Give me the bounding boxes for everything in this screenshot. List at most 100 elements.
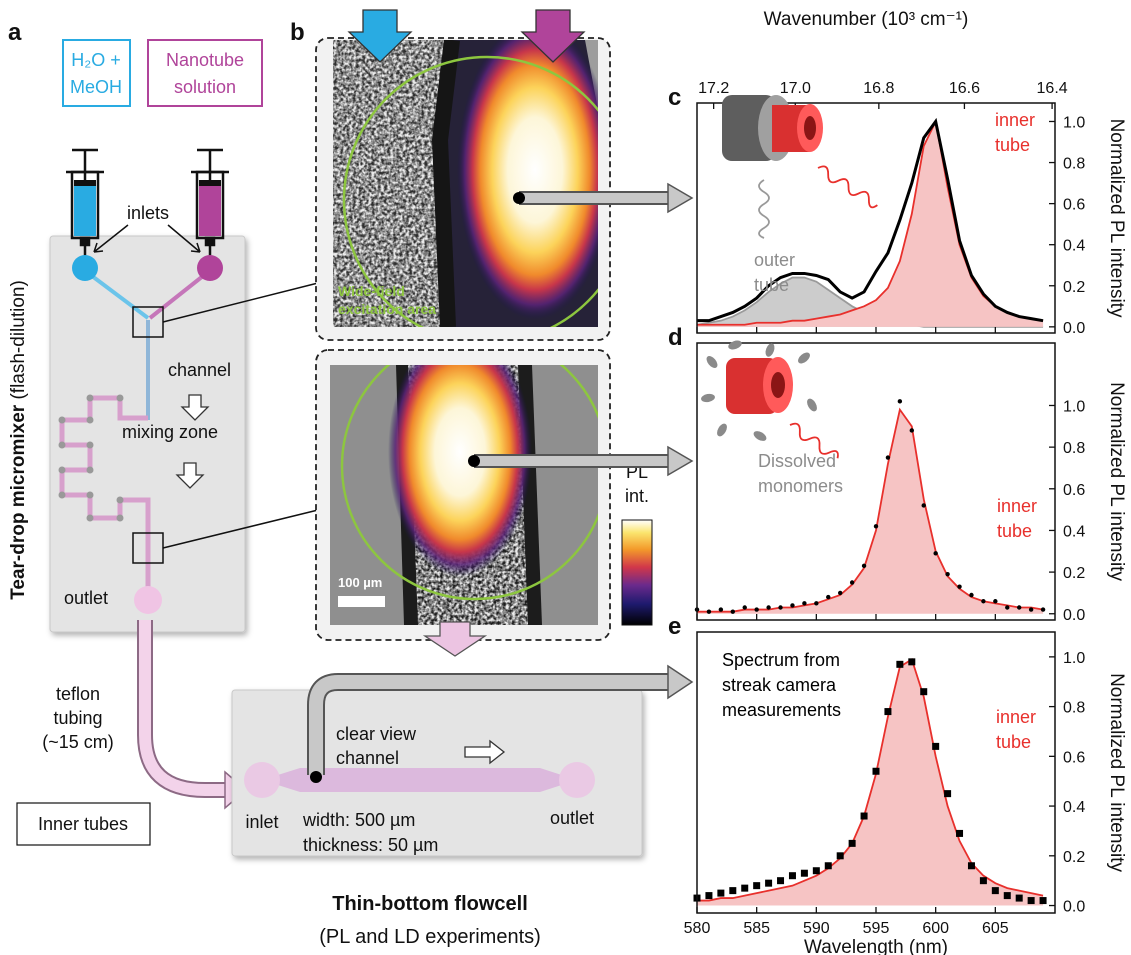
mixing-zone-label: mixing zone [122,422,218,442]
panel-label: a [8,19,22,46]
x-tick-label: 590 [803,920,830,937]
data-point [814,601,819,606]
data-point [778,605,783,610]
channel [148,274,205,320]
annotation: streak camera [722,675,837,695]
data-point [1017,605,1022,610]
data-point [705,892,713,900]
y-axis-label: Normalized PL intensity [1106,119,1127,318]
data-point [729,887,737,895]
data-point [979,877,987,885]
data-point [824,862,832,870]
y-tick-label: 0.4 [1063,523,1085,540]
data-point [981,599,986,604]
data-point [896,660,904,668]
data-point [932,742,940,750]
syringe [66,148,104,258]
x2-tick-label: 16.8 [863,80,894,97]
y-tick-label: 0.4 [1063,799,1085,816]
annotation: inner [995,110,1035,130]
x-axis-label: Wavelength (nm) [804,937,948,955]
x-tick-label: 595 [863,920,890,937]
y-tick-label: 0.0 [1063,607,1085,624]
data-point [1039,897,1047,905]
flowcell-channel [262,768,577,792]
inlet-box [147,39,263,107]
tubing-label: tubing [53,708,102,728]
data-point [706,609,712,614]
x2-tick-label: 16.6 [949,80,980,97]
fit-line [697,657,1044,902]
pointer-arrow [93,224,129,253]
data-point [945,571,950,577]
x-tick-label: 600 [922,920,949,937]
data-point [718,607,724,612]
y-tick-label: 1.0 [1063,114,1085,131]
inlet-box [62,39,131,107]
data-point [788,872,796,880]
outlet-label: outlet [64,588,108,608]
data-point [1003,892,1011,900]
data-point [933,551,938,556]
y-tick-label: 0.6 [1063,482,1085,499]
y-tick-label: 0.0 [1063,320,1085,337]
flowcell-title: Thin-bottom flowcell [332,893,528,915]
flowcell-port [244,762,280,798]
x-tick-label: 580 [684,920,711,937]
channel [90,274,150,320]
spectra: c 0.0 0.2 0.4 0.6 0.8 1.0 Normalized PL intensi… [668,9,1127,955]
chip-title-note: (flash-dilution) [8,280,29,399]
data-point [765,879,773,887]
channel-label: channel [168,360,231,380]
tube-illustration [701,340,839,459]
x2-tick-label: 17.2 [698,80,729,97]
colorbar-label: int. [625,486,649,506]
annotation: outer [754,250,795,270]
probe-spot [310,771,322,783]
annotation: measurements [722,700,841,720]
data-point [967,862,975,870]
scale-bar-label: 100 µm [338,575,382,590]
y-tick-label: 0.8 [1063,156,1085,173]
annotation: tube [996,732,1031,752]
chip-title: Tear-drop micromixer (flash-dilution) [8,280,29,600]
probe-arrowhead [667,445,694,477]
data-point [766,605,771,610]
inner-tubes-label: Inner tubes [38,814,128,834]
colorbar [621,519,653,626]
data-point [921,503,926,508]
data-point [1040,607,1046,612]
annotation: inner [997,496,1037,516]
zoom-line [162,509,319,549]
panel-label: b [290,19,305,46]
data-point [1027,897,1035,905]
y-tick-label: 0.0 [1063,899,1085,916]
x-tick-label: 605 [982,920,1009,937]
flow-arrow [180,394,210,421]
data-point [908,658,916,666]
y-tick-label: 0.8 [1063,700,1085,717]
excitation-label: excitation area [338,301,436,317]
y-tick-label: 1.0 [1063,650,1085,667]
outflow-arrow [422,621,488,657]
area-fill [697,121,1044,327]
y-tick-label: 0.2 [1063,849,1085,866]
flow-arrow [175,462,205,489]
annotation: monomers [758,476,843,496]
y-axis-label: Normalized PL intensity [1106,673,1127,872]
outlet-label: outlet [550,808,594,828]
x2-tick-label: 16.4 [1037,80,1068,97]
data-point [1005,605,1010,610]
inlet-port [72,255,98,281]
tubing [139,620,228,796]
data-point [741,884,749,892]
area-fill [697,277,1044,327]
inlet-label: Nanotube [166,50,244,70]
data-point [790,603,795,608]
area-fill [697,659,1044,906]
annotation: tube [754,275,789,295]
annotation: tube [997,521,1032,541]
data-point [897,399,903,404]
y-axis-label: Normalized PL intensity [1106,382,1127,581]
data-point [885,455,891,460]
